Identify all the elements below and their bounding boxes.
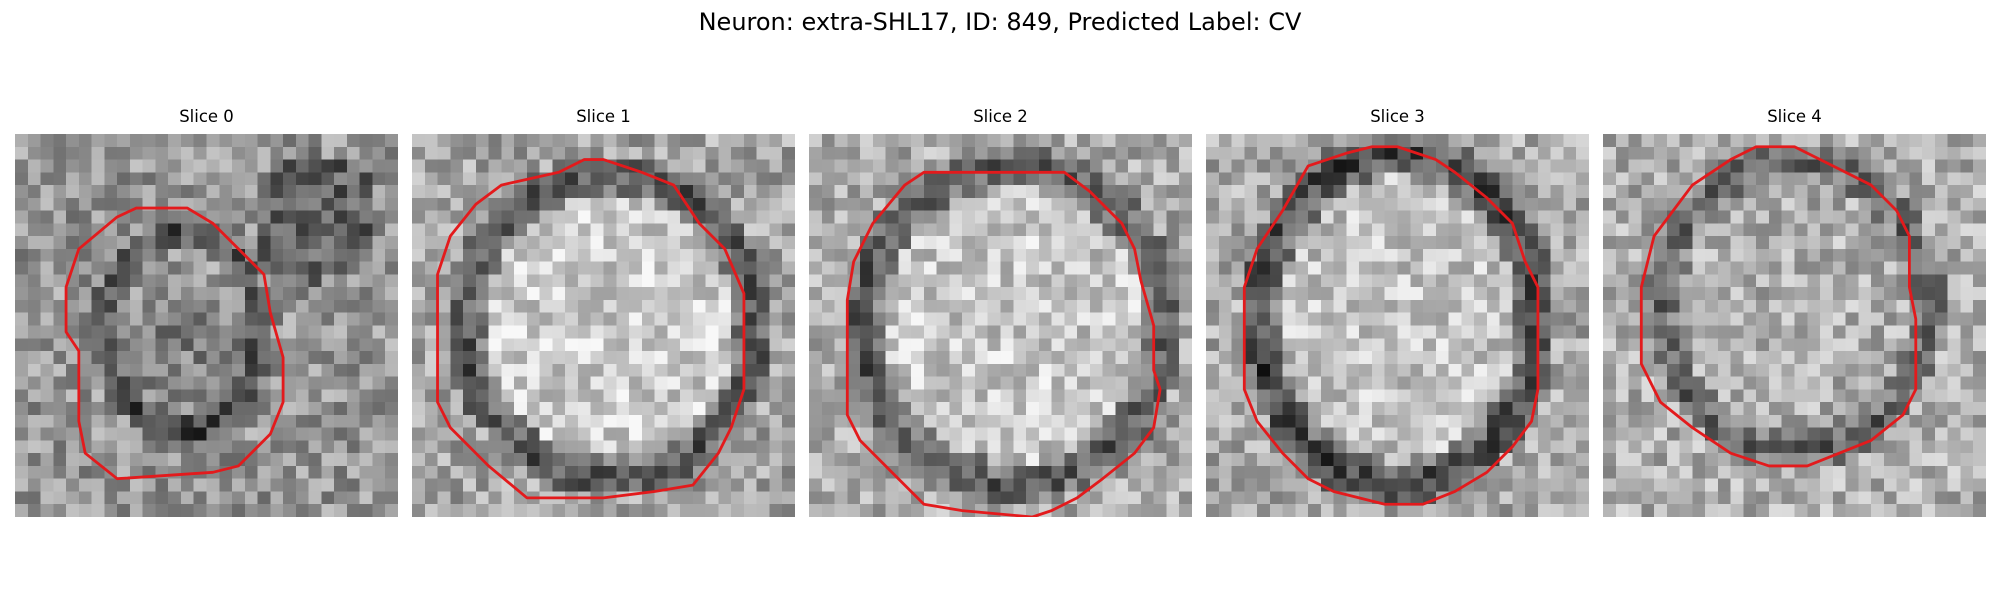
slice-title: Slice 2 bbox=[973, 107, 1028, 126]
figure-title: Neuron: extra-SHL17, ID: 849, Predicted … bbox=[698, 8, 1302, 36]
slice-image bbox=[1603, 134, 1986, 517]
slice-image bbox=[412, 134, 795, 517]
slice-title: Slice 0 bbox=[179, 107, 234, 126]
slice-image bbox=[809, 134, 1192, 517]
slice-image bbox=[15, 134, 398, 517]
slice-panel-0: Slice 0 bbox=[15, 106, 398, 517]
slice-title: Slice 4 bbox=[1767, 107, 1822, 126]
cell-contour bbox=[64, 206, 285, 481]
slice-panel-3: Slice 3 bbox=[1206, 106, 1589, 517]
slice-title: Slice 3 bbox=[1370, 107, 1425, 126]
cell-contour bbox=[436, 158, 746, 500]
cell-contour bbox=[1639, 145, 1918, 468]
slice-image bbox=[1206, 134, 1589, 517]
slice-title: Slice 1 bbox=[576, 107, 631, 126]
cell-contour bbox=[1242, 145, 1540, 506]
slice-panel-2: Slice 2 bbox=[809, 106, 1192, 517]
cell-contour bbox=[845, 170, 1162, 517]
slice-panel-1: Slice 1 bbox=[412, 106, 795, 517]
slice-panel-4: Slice 4 bbox=[1603, 106, 1986, 517]
